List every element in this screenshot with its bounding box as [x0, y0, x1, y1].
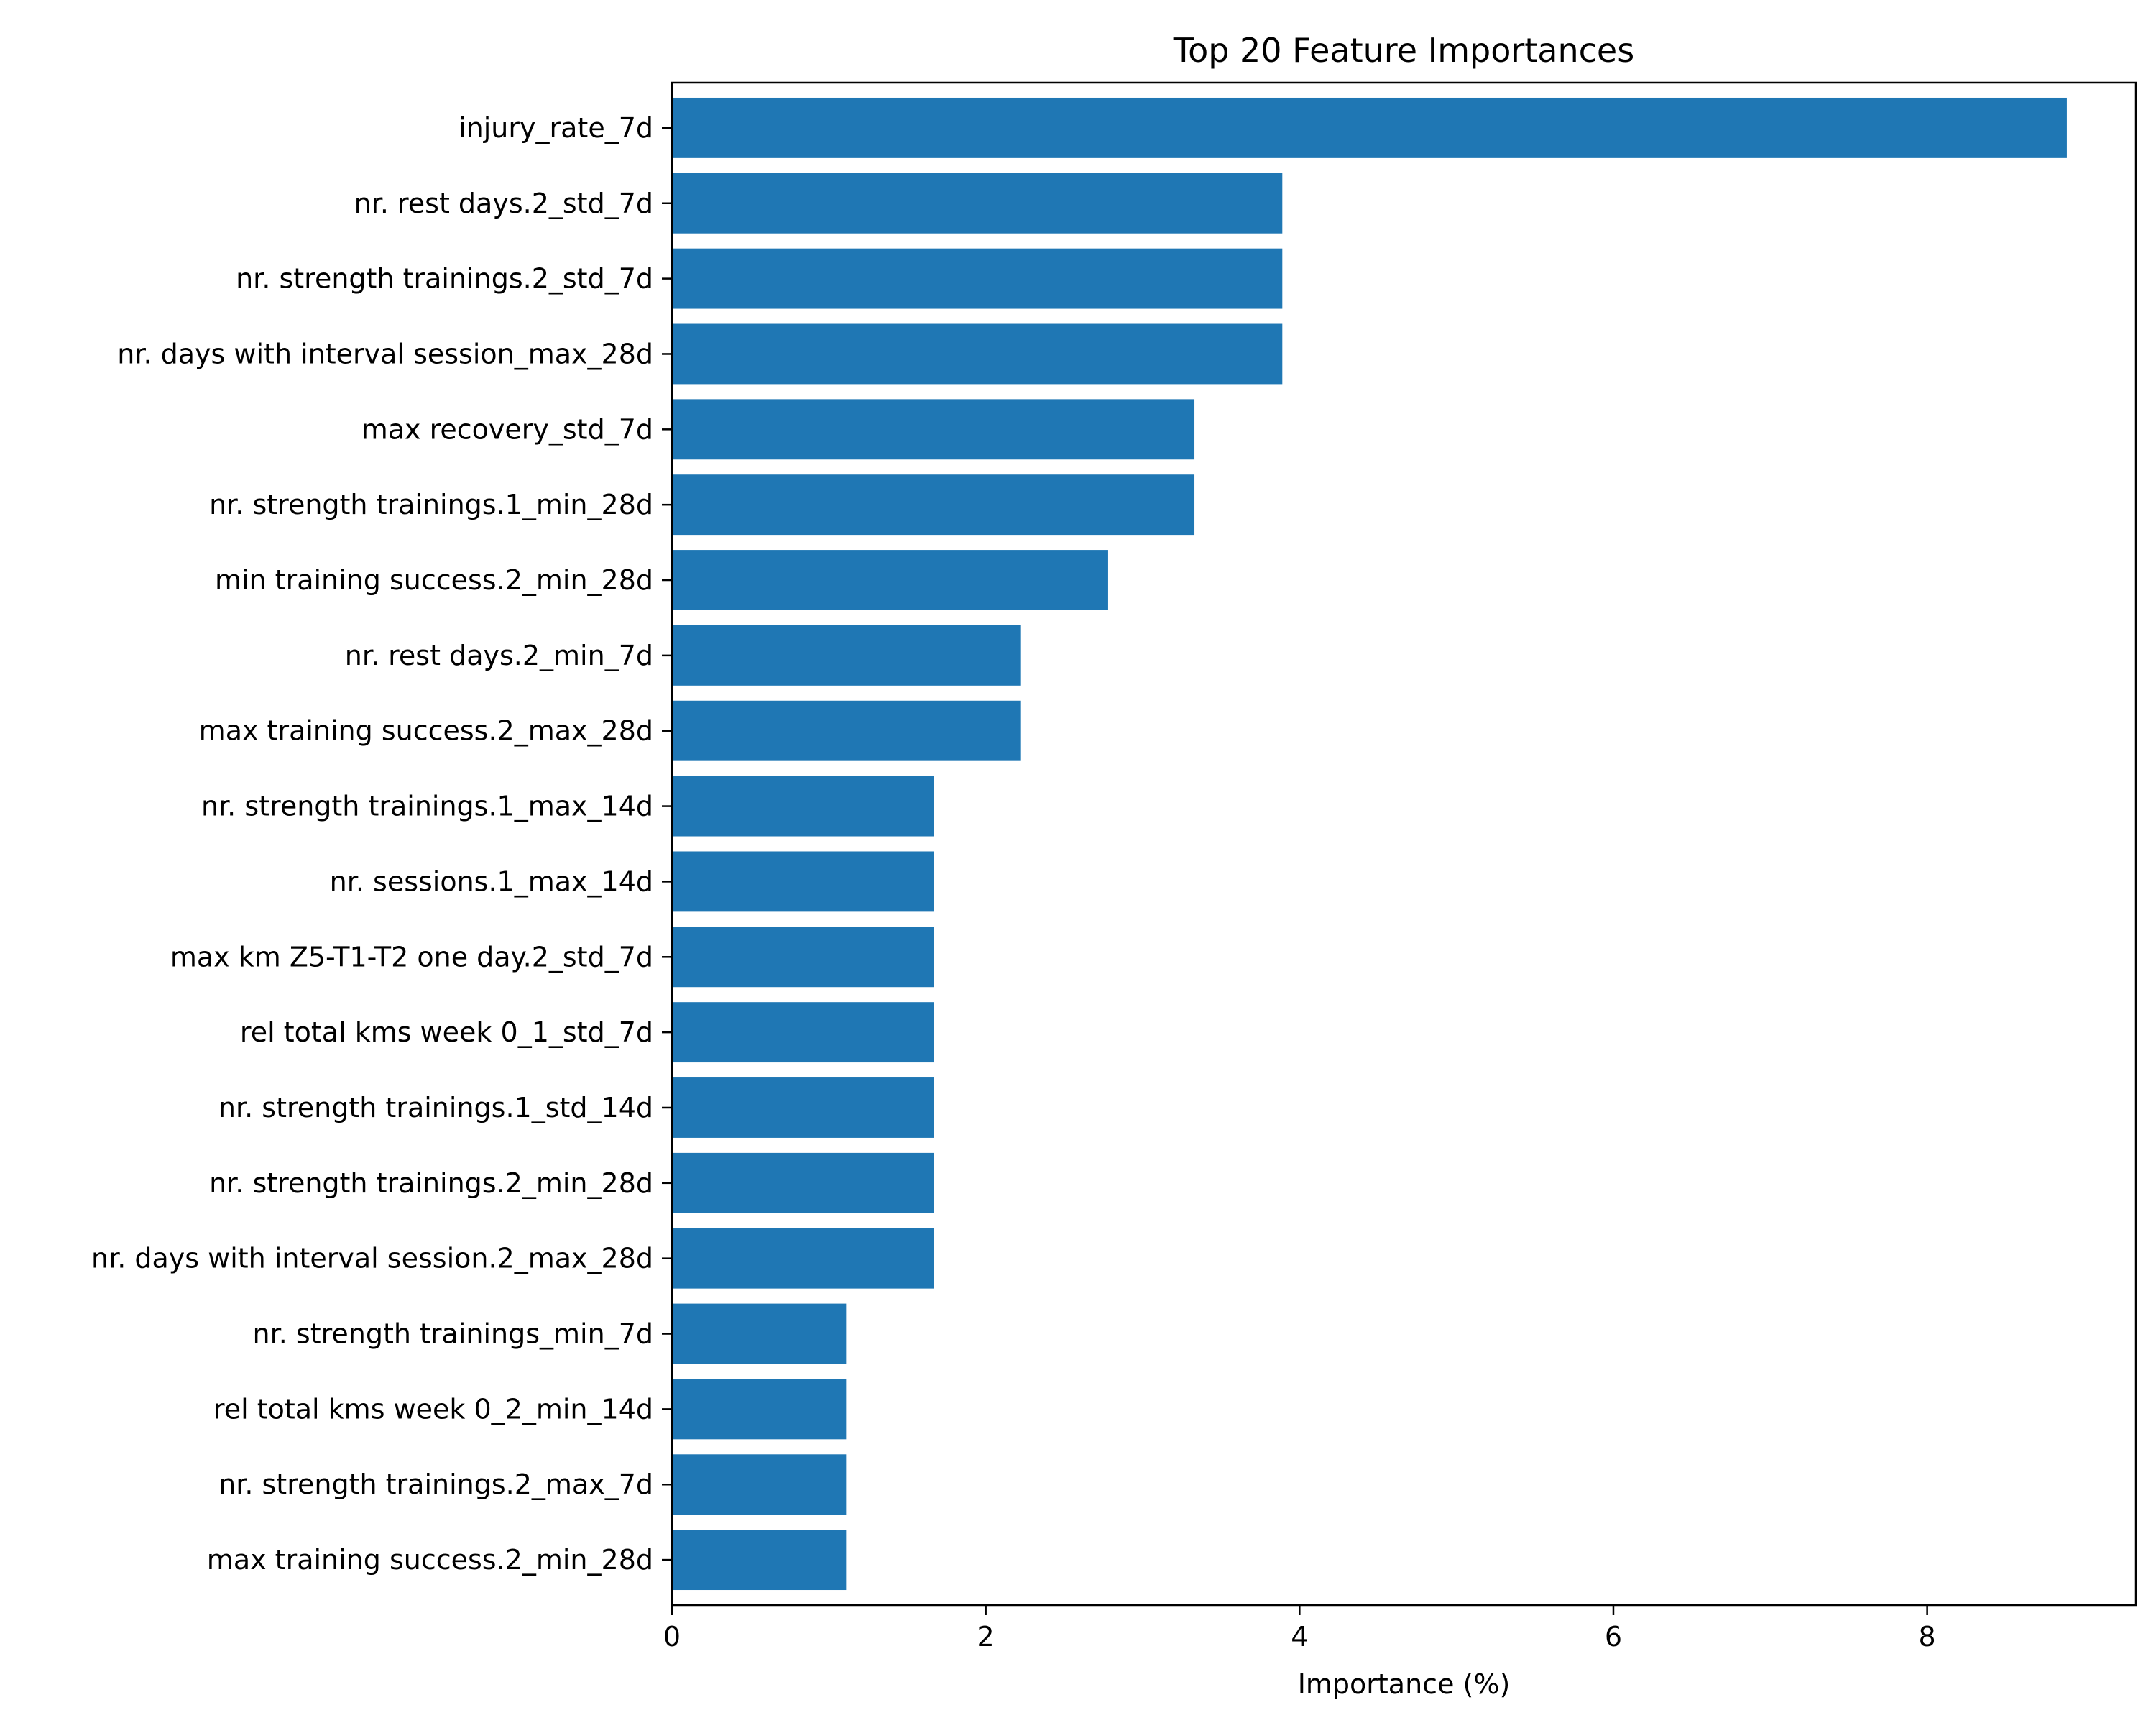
- bar: [672, 173, 1283, 234]
- bar: [672, 1454, 847, 1515]
- bars-layer: [672, 97, 2067, 1591]
- y-tick-label: nr. days with interval session_max_28d: [117, 338, 653, 369]
- bar: [672, 927, 934, 988]
- x-tick-label: 6: [1605, 1621, 1622, 1653]
- y-tick-label: nr. strength trainings.1_max_14d: [201, 791, 653, 822]
- bar: [672, 1077, 934, 1138]
- bar: [672, 323, 1283, 385]
- y-tick-label: nr. days with interval session.2_max_28d: [91, 1243, 653, 1274]
- y-tick-label: nr. strength trainings.2_min_28d: [209, 1167, 653, 1199]
- x-axis-ticks: 0 2 4 6 8: [663, 1605, 1936, 1653]
- x-tick-label: 0: [663, 1621, 681, 1653]
- bar: [672, 1002, 934, 1063]
- y-tick-label: nr. rest days.2_min_7d: [345, 640, 653, 671]
- y-tick-label: nr. sessions.1_max_14d: [330, 865, 653, 897]
- x-axis-label: Importance (%): [1298, 1668, 1511, 1700]
- y-tick-label: rel total kms week 0_1_std_7d: [240, 1016, 653, 1048]
- y-tick-label: nr. strength trainings.1_min_28d: [209, 489, 653, 520]
- bar: [672, 248, 1283, 309]
- y-tick-label: nr. strength trainings.1_std_14d: [218, 1092, 653, 1123]
- y-tick-label: rel total kms week 0_2_min_14d: [213, 1393, 653, 1425]
- x-tick-label: 4: [1291, 1621, 1308, 1653]
- y-tick-label: nr. strength trainings.2_std_7d: [236, 263, 653, 295]
- bar: [672, 97, 2067, 158]
- bar: [672, 625, 1021, 686]
- bar: [672, 1530, 847, 1591]
- chart-title: Top 20 Feature Importances: [1173, 31, 1634, 70]
- plot-frame: [671, 81, 2137, 1607]
- y-tick-label: nr. rest days.2_std_7d: [354, 188, 653, 219]
- y-tick-label: max training success.2_max_28d: [199, 715, 653, 747]
- y-tick-label: max training success.2_min_28d: [207, 1544, 653, 1576]
- y-tick-label: nr. strength trainings.2_max_7d: [218, 1469, 653, 1500]
- bar: [672, 700, 1021, 761]
- bar: [672, 1379, 847, 1440]
- y-tick-label: nr. strength trainings_min_7d: [253, 1318, 653, 1350]
- x-tick-label: 8: [1919, 1621, 1936, 1653]
- bar: [672, 851, 934, 912]
- bar: [672, 1303, 847, 1364]
- y-tick-label: injury_rate_7d: [459, 112, 653, 144]
- y-tick-label: max recovery_std_7d: [361, 413, 653, 445]
- y-tick-label: max km Z5-T1-T2 one day.2_std_7d: [170, 941, 653, 973]
- bar: [672, 776, 934, 837]
- bar: [672, 1152, 934, 1213]
- bar: [672, 399, 1195, 460]
- bar: [672, 1228, 934, 1289]
- bar: [672, 474, 1195, 536]
- bar: [672, 550, 1108, 610]
- y-axis-ticks: injury_rate_7d nr. rest days.2_std_7d nr. …: [91, 112, 672, 1576]
- x-tick-label: 2: [977, 1621, 995, 1653]
- y-tick-label: min training success.2_min_28d: [215, 564, 653, 596]
